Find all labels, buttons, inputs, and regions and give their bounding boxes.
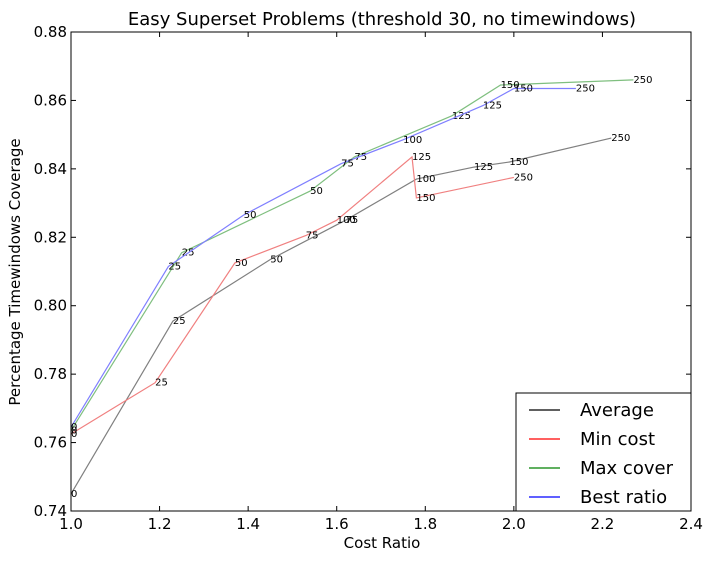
series-line: [70, 155, 515, 435]
point-label: 50: [310, 186, 323, 197]
x-tick-label: 2.2: [590, 515, 614, 533]
point-label: 100: [416, 174, 435, 185]
point-label: 250: [576, 83, 595, 94]
legend-label: Max cover: [580, 458, 674, 479]
point-label: 125: [474, 162, 493, 173]
point-label: 250: [611, 133, 630, 144]
point-label: 250: [514, 172, 533, 183]
point-label: 0: [71, 422, 77, 433]
x-tick-label: 2.4: [679, 515, 703, 533]
x-tick-label: 1.6: [325, 515, 349, 533]
x-tick-label: 1.0: [59, 515, 83, 533]
point-label: 150: [416, 193, 435, 204]
point-label: 150: [501, 80, 520, 91]
point-label: 25: [173, 316, 186, 327]
point-label: 75: [346, 215, 359, 226]
axes: 1.0 1.2 1.4 1.6 1.8 2.0 2.2 2.4 0.74 0.76 0.78 0.80…: [34, 23, 703, 533]
y-tick-label: 0.88: [34, 23, 67, 41]
point-label: 50: [235, 258, 248, 269]
legend-items: Average Min cost Max cover Best ratio: [529, 400, 674, 508]
point-label: 75: [354, 152, 367, 163]
point-label: 125: [452, 111, 471, 122]
point-label: 50: [244, 210, 257, 221]
point-label: 100: [337, 215, 356, 226]
point-label: 75: [306, 231, 319, 242]
series-line: [70, 137, 612, 495]
point-label: 125: [412, 152, 431, 163]
legend-box: [515, 392, 692, 512]
y-tick-label: 0.78: [34, 365, 67, 383]
point-label: 250: [633, 75, 652, 86]
legend-label: Min cost: [580, 429, 655, 450]
series-line: [70, 87, 576, 428]
legend: Average Min cost Max cover Best ratio: [515, 392, 692, 512]
y-axis-label: Percentage Timewindows Coverage: [6, 138, 24, 405]
point-label: 100: [403, 135, 422, 146]
point-label: 125: [483, 101, 502, 112]
x-tick-label: 1.8: [413, 515, 437, 533]
point-label: 150: [509, 157, 528, 168]
x-tick-label: 1.4: [236, 515, 260, 533]
x-tick-label: 2.0: [502, 515, 526, 533]
y-tick-label: 0.76: [34, 434, 67, 452]
point-label: 0: [71, 429, 77, 440]
y-tick-label: 0.82: [34, 228, 67, 246]
x-axis-label: Cost Ratio: [344, 534, 421, 552]
point-label: 25: [155, 378, 168, 389]
x-tick-label: 1.2: [148, 515, 172, 533]
y-tick-label: 0.74: [34, 502, 67, 520]
point-label: 50: [270, 255, 283, 266]
chart-title: Easy Superset Problems (threshold 30, no…: [128, 9, 636, 30]
plot-frame: [70, 31, 692, 512]
y-tick-label: 0.86: [34, 91, 67, 109]
point-label: 0: [71, 426, 77, 437]
y-tick-label: 0.80: [34, 297, 67, 315]
series-line: [70, 79, 634, 431]
point-label: 25: [168, 261, 181, 272]
point-label: 0: [71, 489, 77, 500]
y-tick-label: 0.84: [34, 160, 67, 178]
legend-label: Best ratio: [580, 487, 667, 508]
legend-label: Average: [580, 400, 654, 421]
point-label: 75: [341, 159, 354, 170]
point-label: 150: [514, 83, 533, 94]
